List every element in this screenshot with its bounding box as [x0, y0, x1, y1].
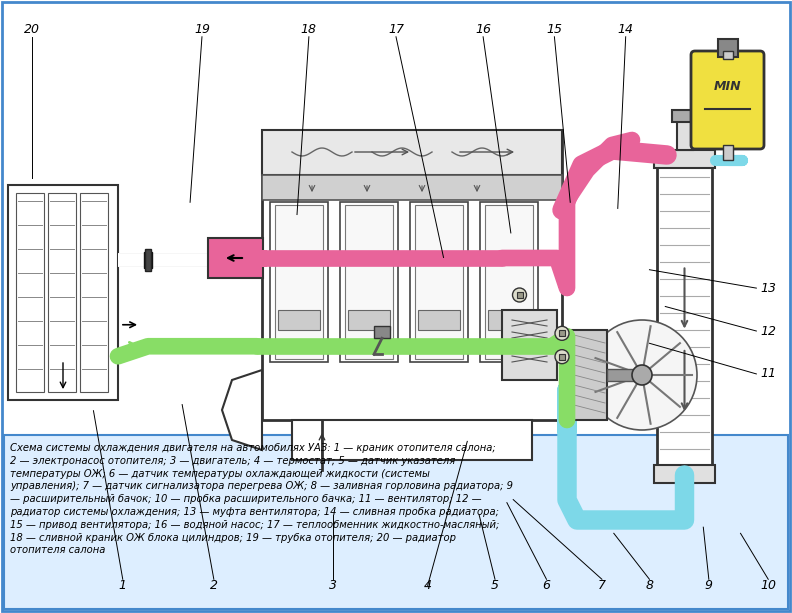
Circle shape: [555, 326, 569, 340]
Bar: [48, 193, 76, 392]
Bar: [345, 205, 393, 359]
Text: 1: 1: [119, 579, 127, 592]
Bar: [485, 205, 533, 359]
Bar: [607, 369, 642, 381]
Text: MIN: MIN: [714, 80, 741, 93]
Bar: [502, 310, 557, 380]
Text: 14: 14: [618, 23, 634, 36]
Bar: [415, 205, 463, 359]
Bar: [275, 205, 323, 359]
Text: 6: 6: [543, 579, 550, 592]
Text: 8: 8: [645, 579, 653, 592]
Bar: [516, 292, 523, 298]
Bar: [262, 130, 562, 420]
Bar: [348, 310, 390, 330]
Polygon shape: [292, 420, 532, 460]
Bar: [722, 145, 733, 160]
Bar: [16, 193, 44, 392]
Circle shape: [632, 365, 652, 385]
Text: 4: 4: [424, 579, 432, 592]
Bar: [480, 202, 538, 362]
Text: 9: 9: [705, 579, 713, 592]
Bar: [718, 39, 737, 57]
Polygon shape: [222, 370, 262, 450]
Bar: [144, 253, 152, 268]
Bar: [654, 150, 715, 168]
Text: 10: 10: [760, 579, 776, 592]
FancyBboxPatch shape: [691, 51, 764, 149]
Text: 17: 17: [388, 23, 404, 36]
Text: 19: 19: [194, 23, 210, 36]
Circle shape: [512, 288, 527, 302]
Circle shape: [555, 349, 569, 364]
Bar: [559, 330, 565, 337]
Text: Схема системы охлаждения двигателя на автомобилях УАЗ: 1 — краник отопителя сало: Схема системы охлаждения двигателя на ав…: [10, 443, 513, 555]
Bar: [488, 310, 530, 330]
Text: 12: 12: [760, 324, 776, 338]
Text: 3: 3: [329, 579, 337, 592]
Bar: [418, 310, 460, 330]
Bar: [672, 110, 698, 122]
Bar: [278, 310, 320, 330]
Bar: [208, 238, 262, 278]
Bar: [654, 465, 715, 483]
Bar: [145, 249, 151, 271]
Text: 5: 5: [491, 579, 499, 592]
Bar: [572, 330, 607, 420]
Text: 7: 7: [598, 579, 606, 592]
Bar: [676, 120, 692, 150]
Text: 20: 20: [24, 23, 40, 36]
Text: 11: 11: [760, 367, 776, 381]
Bar: [410, 202, 468, 362]
Bar: [4, 435, 788, 609]
Bar: [657, 150, 712, 480]
Text: 13: 13: [760, 281, 776, 295]
Bar: [262, 130, 562, 175]
Bar: [559, 354, 565, 360]
Circle shape: [587, 320, 697, 430]
Bar: [374, 326, 390, 338]
Bar: [722, 51, 733, 59]
Bar: [340, 202, 398, 362]
Text: 15: 15: [546, 23, 562, 36]
Text: 2: 2: [210, 579, 218, 592]
Bar: [80, 193, 108, 392]
Text: 16: 16: [475, 23, 491, 36]
Text: 18: 18: [301, 23, 317, 36]
Bar: [262, 175, 562, 200]
Bar: [270, 202, 328, 362]
Bar: [8, 185, 118, 400]
